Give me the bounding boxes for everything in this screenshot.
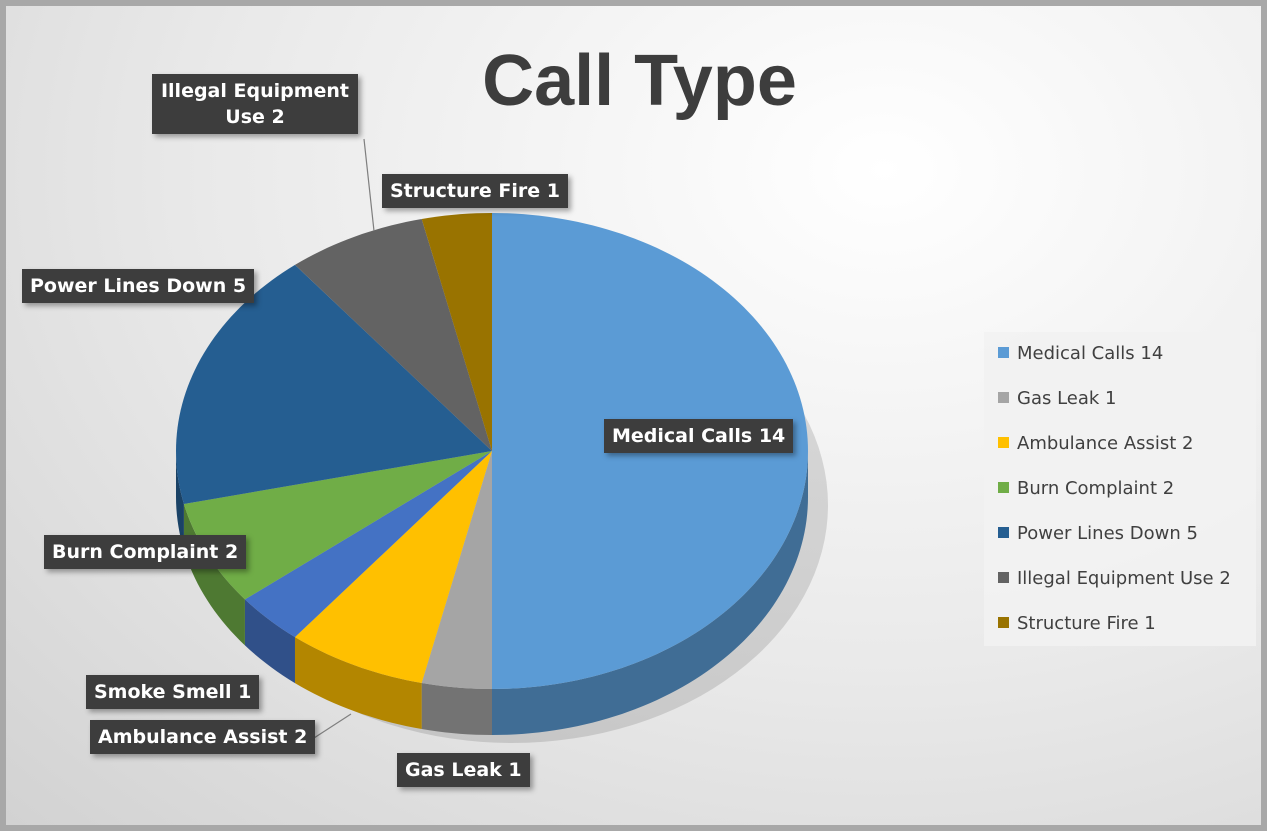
slice-side bbox=[492, 451, 808, 735]
slice-side bbox=[244, 599, 295, 684]
slice bbox=[294, 451, 492, 684]
pie-area bbox=[176, 138, 828, 743]
slice bbox=[183, 451, 492, 600]
data-label: Structure Fire 1 bbox=[382, 174, 568, 208]
slice-side bbox=[421, 683, 492, 735]
legend-label: Structure Fire 1 bbox=[1017, 613, 1156, 634]
legend-entry: Illegal Equipment Use 2 bbox=[998, 567, 1231, 591]
data-label: Medical Calls 14 bbox=[604, 419, 794, 453]
legend-swatch bbox=[998, 572, 1009, 583]
slice bbox=[294, 218, 492, 451]
data-label: Power Lines Down 5 bbox=[22, 269, 255, 303]
legend-label: Gas Leak 1 bbox=[1017, 388, 1117, 409]
legend-label: Burn Complaint 2 bbox=[1017, 478, 1175, 499]
legend-swatch bbox=[998, 437, 1009, 448]
legend-swatch bbox=[998, 347, 1009, 358]
legend-entry: Medical Calls 14 bbox=[998, 342, 1163, 366]
data-label: Burn Complaint 2 bbox=[44, 535, 247, 569]
data-label: Illegal Equipment Use 2 bbox=[152, 74, 358, 134]
legend-label: Medical Calls 14 bbox=[1017, 343, 1164, 364]
legend-entry: Structure Fire 1 bbox=[998, 612, 1156, 636]
leader-line bbox=[313, 713, 352, 739]
legend-swatch bbox=[998, 482, 1009, 493]
legend-entry: Ambulance Assist 2 bbox=[998, 432, 1194, 456]
slice bbox=[244, 451, 492, 638]
legend-label: Illegal Equipment Use 2 bbox=[1017, 568, 1231, 589]
slice bbox=[421, 451, 492, 689]
legend: Medical Calls 14 Gas Leak 1 Ambulance Assi… bbox=[984, 332, 1256, 646]
legend-entry: Burn Complaint 2 bbox=[998, 477, 1174, 501]
legend-label: Power Lines Down 5 bbox=[1017, 523, 1198, 544]
legend-swatch bbox=[998, 392, 1009, 403]
legend-label: Ambulance Assist 2 bbox=[1017, 433, 1194, 454]
legend-swatch bbox=[998, 527, 1009, 538]
data-label: Smoke Smell 1 bbox=[86, 675, 260, 709]
legend-swatch bbox=[998, 617, 1009, 628]
leader-line bbox=[363, 138, 375, 232]
slice-side bbox=[176, 451, 184, 550]
chart-title: Call Type bbox=[482, 41, 797, 121]
data-label: Ambulance Assist 2 bbox=[90, 720, 316, 754]
legend-entry: Gas Leak 1 bbox=[998, 387, 1117, 411]
slice bbox=[176, 264, 492, 504]
slice bbox=[421, 213, 492, 451]
slice-side bbox=[294, 637, 422, 730]
data-label: Gas Leak 1 bbox=[397, 753, 530, 787]
slice-side bbox=[183, 503, 245, 646]
legend-entry: Power Lines Down 5 bbox=[998, 522, 1198, 546]
